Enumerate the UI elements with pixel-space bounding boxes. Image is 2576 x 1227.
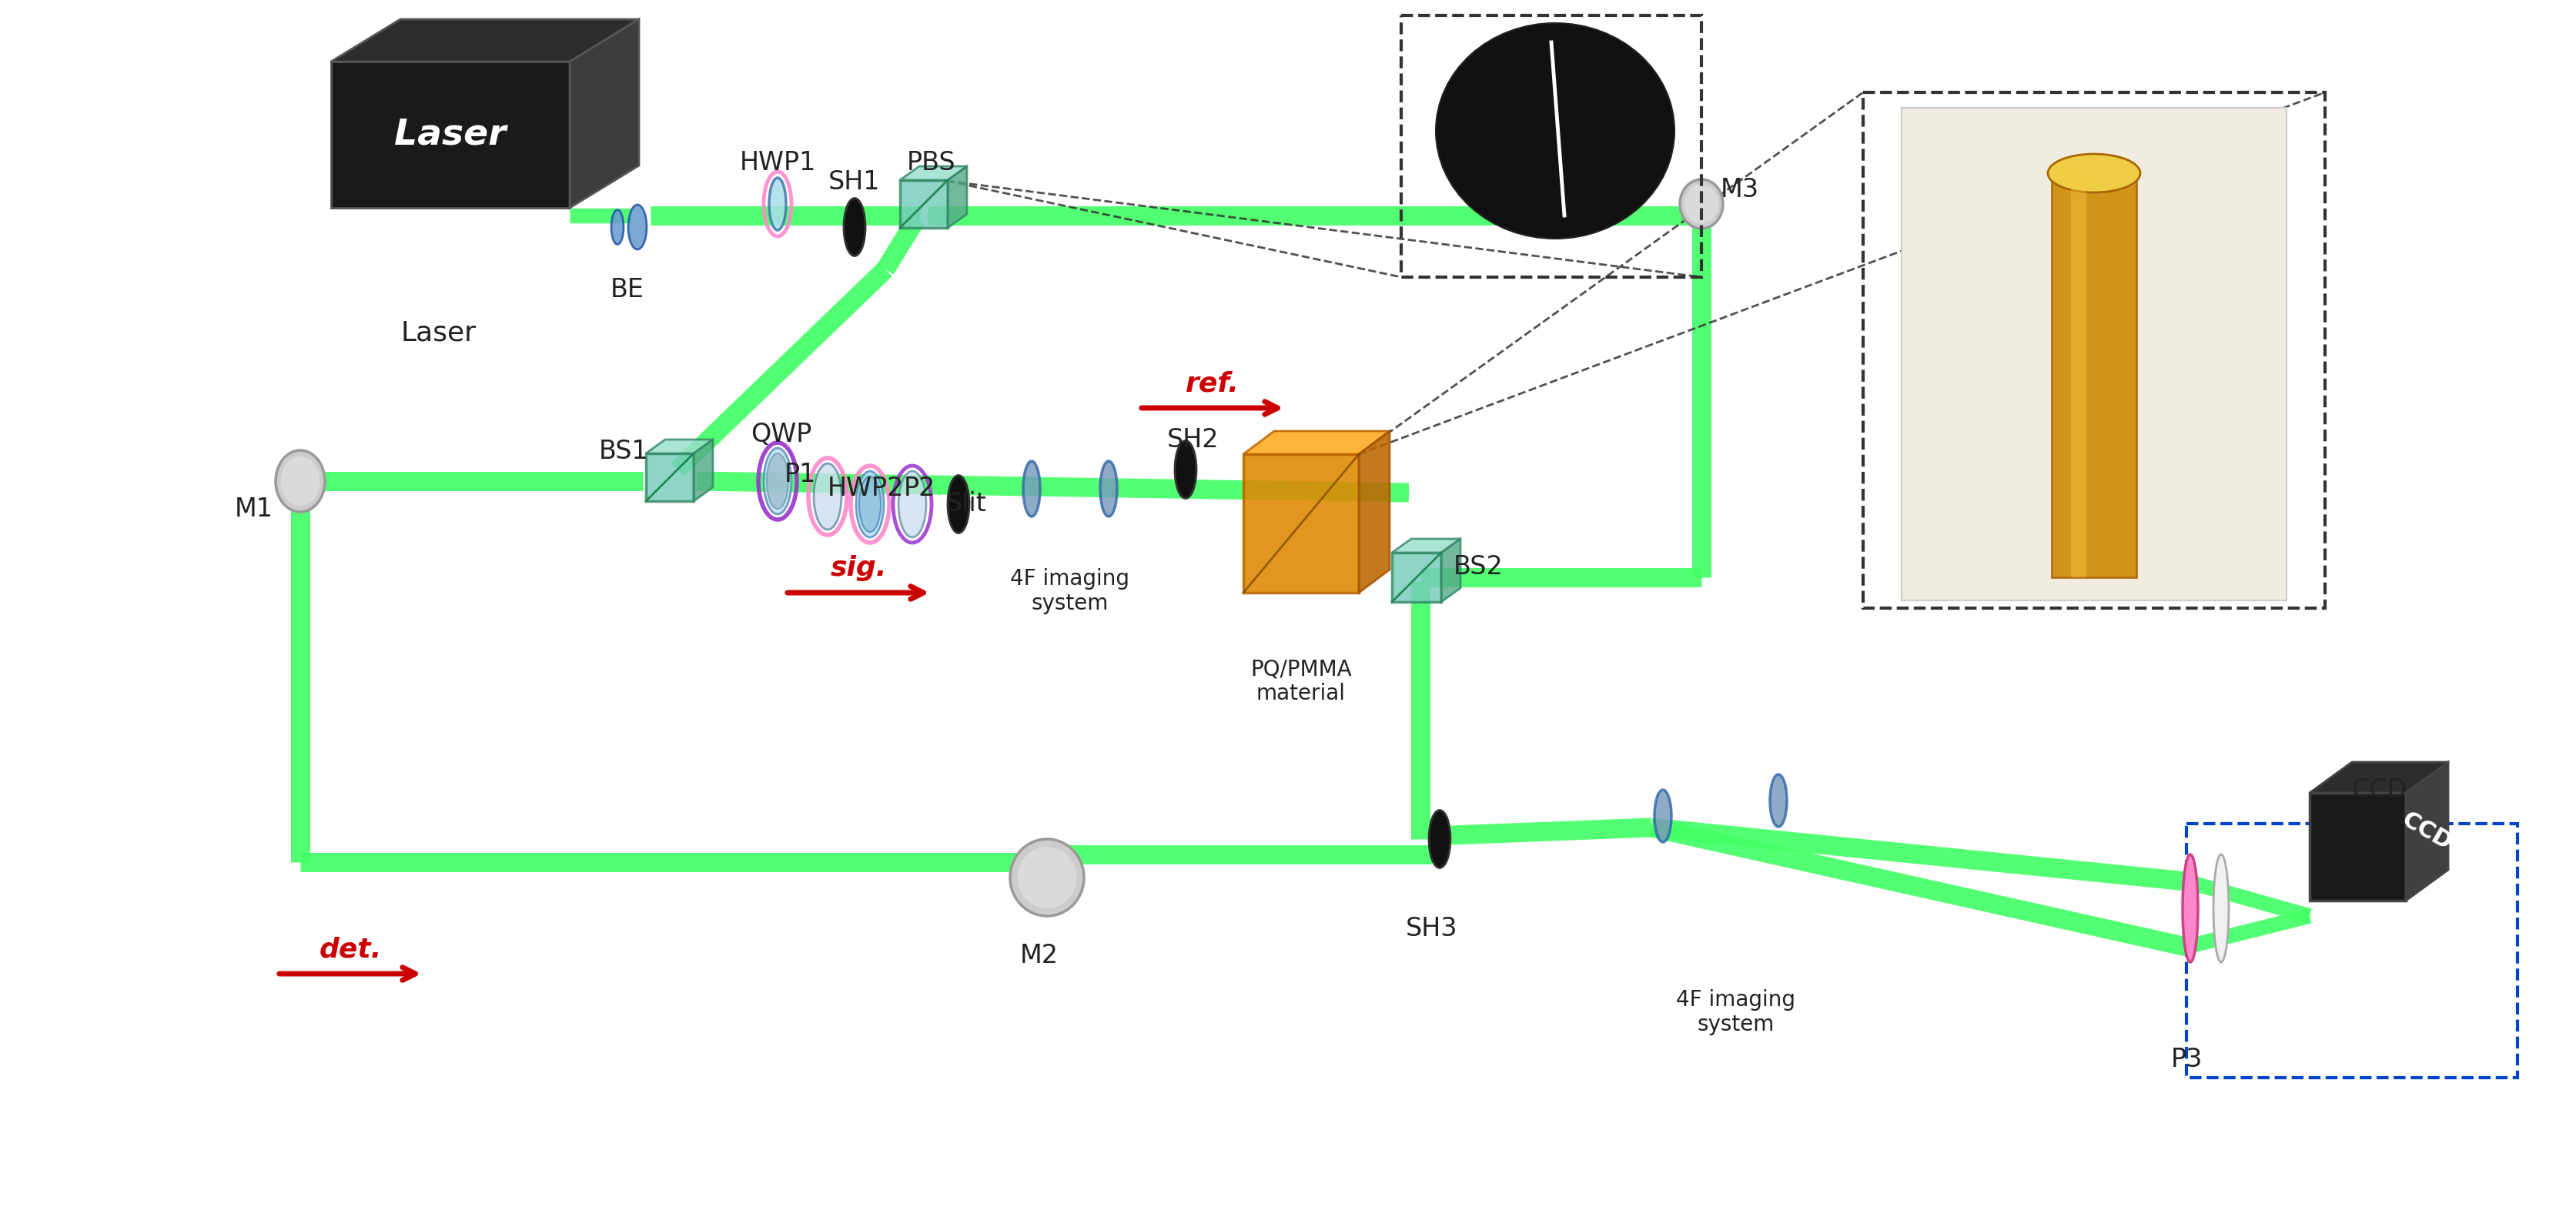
Ellipse shape bbox=[1100, 461, 1118, 517]
Polygon shape bbox=[899, 167, 966, 180]
Ellipse shape bbox=[814, 464, 842, 530]
Ellipse shape bbox=[276, 450, 325, 512]
Ellipse shape bbox=[281, 456, 319, 506]
Polygon shape bbox=[693, 439, 714, 501]
Polygon shape bbox=[948, 167, 966, 228]
Ellipse shape bbox=[1175, 440, 1195, 498]
Polygon shape bbox=[2050, 169, 2136, 578]
Polygon shape bbox=[2071, 169, 2087, 578]
Ellipse shape bbox=[762, 448, 791, 514]
Ellipse shape bbox=[855, 471, 884, 537]
Text: HWP1: HWP1 bbox=[739, 150, 817, 175]
Polygon shape bbox=[569, 20, 639, 207]
Text: CCD: CCD bbox=[2398, 809, 2455, 854]
Ellipse shape bbox=[948, 475, 969, 533]
Ellipse shape bbox=[629, 205, 647, 249]
Polygon shape bbox=[2406, 762, 2447, 901]
Text: BE: BE bbox=[611, 277, 644, 303]
Ellipse shape bbox=[1770, 774, 1788, 827]
Text: SH3: SH3 bbox=[1406, 917, 1458, 941]
Text: BS1: BS1 bbox=[598, 439, 649, 464]
Polygon shape bbox=[899, 180, 948, 228]
Text: M1: M1 bbox=[234, 497, 273, 521]
Ellipse shape bbox=[1018, 847, 1077, 908]
Ellipse shape bbox=[1680, 179, 1723, 228]
Text: Laser: Laser bbox=[402, 319, 477, 346]
Text: Slit: Slit bbox=[945, 491, 987, 517]
Polygon shape bbox=[332, 20, 639, 61]
Text: CCD: CCD bbox=[2352, 778, 2406, 802]
Text: PQ/PMMA
material: PQ/PMMA material bbox=[1249, 658, 1352, 704]
Polygon shape bbox=[1440, 539, 1461, 602]
Text: Laser: Laser bbox=[394, 118, 507, 152]
Text: P1: P1 bbox=[783, 461, 817, 487]
Text: ref.: ref. bbox=[1185, 371, 1239, 396]
Ellipse shape bbox=[1654, 790, 1672, 842]
Ellipse shape bbox=[1010, 839, 1084, 917]
Polygon shape bbox=[647, 454, 693, 501]
Text: SH2: SH2 bbox=[1167, 427, 1218, 453]
Ellipse shape bbox=[1685, 184, 1718, 223]
Text: PBS: PBS bbox=[907, 150, 956, 175]
Ellipse shape bbox=[1435, 23, 1674, 238]
Text: P2: P2 bbox=[904, 476, 935, 501]
Polygon shape bbox=[1901, 108, 2287, 600]
Ellipse shape bbox=[2048, 153, 2141, 193]
Text: BS2: BS2 bbox=[1453, 555, 1504, 579]
Polygon shape bbox=[1391, 539, 1461, 552]
Ellipse shape bbox=[611, 210, 623, 244]
Ellipse shape bbox=[2213, 854, 2228, 962]
Text: 4F imaging
system: 4F imaging system bbox=[1010, 568, 1131, 615]
Text: sig.: sig. bbox=[829, 555, 886, 582]
Polygon shape bbox=[1391, 552, 1440, 602]
Text: QWP: QWP bbox=[750, 422, 811, 447]
Text: SH1: SH1 bbox=[829, 169, 881, 195]
Ellipse shape bbox=[770, 178, 786, 231]
Text: M3: M3 bbox=[1721, 177, 1759, 202]
Text: HWP2: HWP2 bbox=[827, 476, 904, 501]
Ellipse shape bbox=[1430, 810, 1450, 867]
Ellipse shape bbox=[899, 471, 927, 537]
Text: M2: M2 bbox=[1020, 944, 1059, 968]
Ellipse shape bbox=[845, 199, 866, 256]
Ellipse shape bbox=[768, 454, 788, 509]
Polygon shape bbox=[1244, 431, 1388, 454]
Ellipse shape bbox=[2182, 854, 2197, 962]
Polygon shape bbox=[647, 439, 714, 454]
Polygon shape bbox=[1358, 431, 1388, 593]
Ellipse shape bbox=[1023, 461, 1041, 517]
Polygon shape bbox=[2311, 793, 2406, 901]
Text: det.: det. bbox=[319, 936, 381, 962]
Text: 4F imaging
system: 4F imaging system bbox=[1677, 989, 1795, 1036]
Polygon shape bbox=[1244, 454, 1358, 593]
Polygon shape bbox=[332, 61, 569, 207]
Ellipse shape bbox=[860, 476, 881, 533]
Polygon shape bbox=[2311, 762, 2447, 793]
Text: P3: P3 bbox=[2172, 1047, 2202, 1072]
